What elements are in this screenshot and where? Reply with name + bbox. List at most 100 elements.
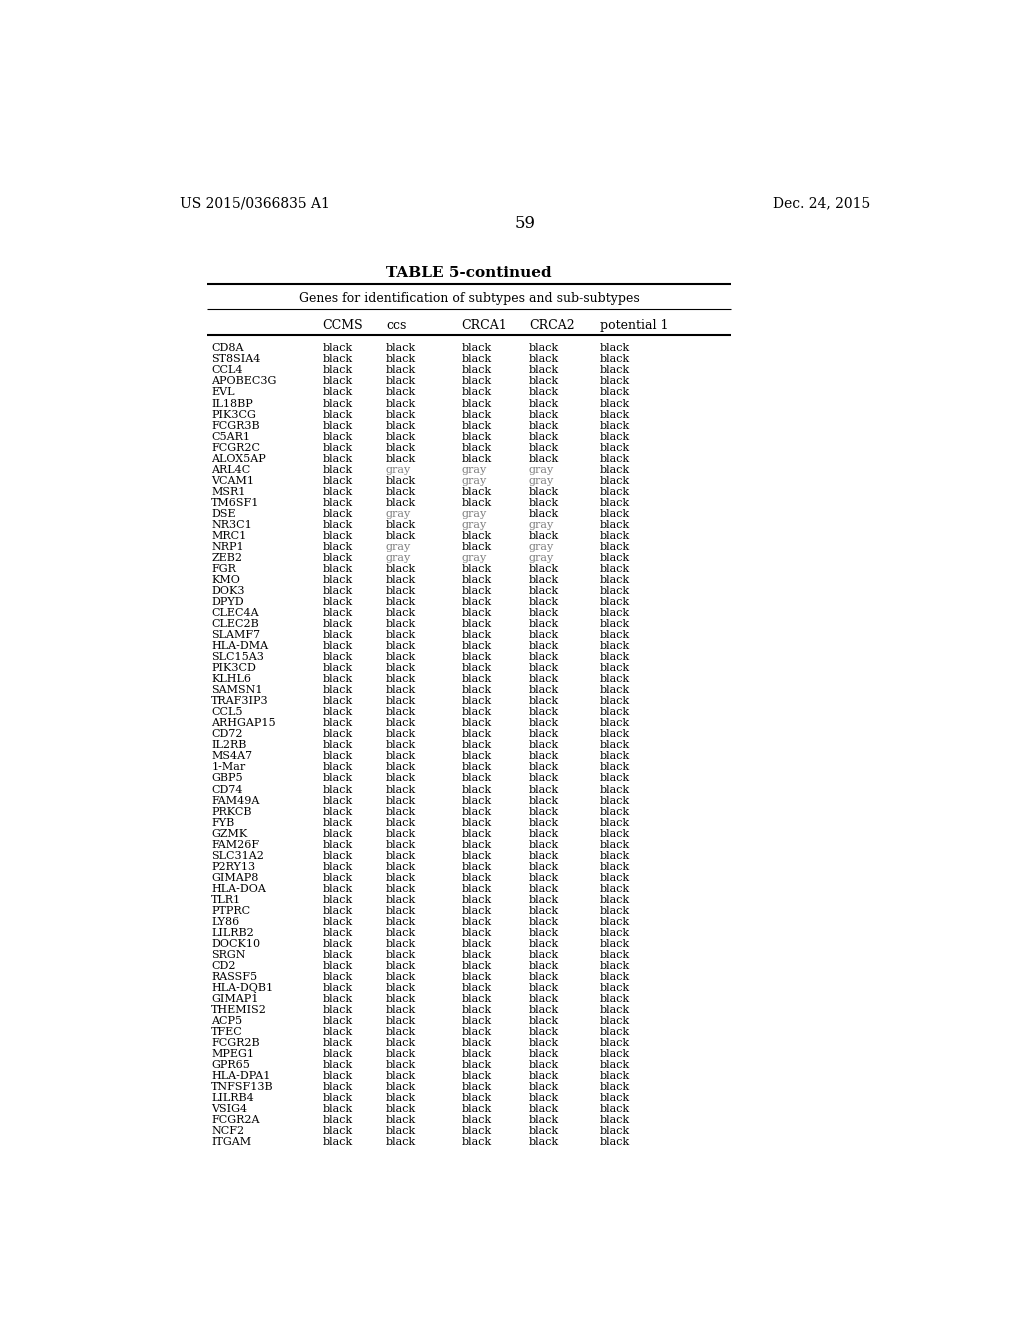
Text: black: black xyxy=(323,1027,352,1038)
Text: black: black xyxy=(323,487,352,496)
Text: black: black xyxy=(461,796,492,805)
Text: black: black xyxy=(528,1027,559,1038)
Text: black: black xyxy=(528,1138,559,1147)
Text: gray: gray xyxy=(528,543,554,552)
Text: black: black xyxy=(461,972,492,982)
Text: black: black xyxy=(323,442,352,453)
Text: black: black xyxy=(386,730,416,739)
Text: FGR: FGR xyxy=(211,564,237,574)
Text: black: black xyxy=(461,619,492,630)
Text: MRC1: MRC1 xyxy=(211,531,247,541)
Text: black: black xyxy=(386,376,416,387)
Text: black: black xyxy=(600,442,631,453)
Text: black: black xyxy=(461,1082,492,1092)
Text: SLAMF7: SLAMF7 xyxy=(211,630,260,640)
Text: CCL4: CCL4 xyxy=(211,366,243,375)
Text: black: black xyxy=(323,409,352,420)
Text: gray: gray xyxy=(461,553,486,562)
Text: black: black xyxy=(461,663,492,673)
Text: black: black xyxy=(461,498,492,508)
Text: black: black xyxy=(461,564,492,574)
Text: gray: gray xyxy=(528,553,554,562)
Text: black: black xyxy=(323,696,352,706)
Text: black: black xyxy=(461,718,492,729)
Text: black: black xyxy=(386,343,416,354)
Text: black: black xyxy=(386,961,416,972)
Text: GZMK: GZMK xyxy=(211,829,248,838)
Text: P2RY13: P2RY13 xyxy=(211,862,255,871)
Text: ST8SIA4: ST8SIA4 xyxy=(211,354,261,364)
Text: KMO: KMO xyxy=(211,576,241,585)
Text: black: black xyxy=(323,774,352,784)
Text: gray: gray xyxy=(528,475,554,486)
Text: black: black xyxy=(323,840,352,850)
Text: black: black xyxy=(386,454,416,463)
Text: black: black xyxy=(386,597,416,607)
Text: black: black xyxy=(528,498,559,508)
Text: black: black xyxy=(528,432,559,442)
Text: black: black xyxy=(386,366,416,375)
Text: black: black xyxy=(323,1105,352,1114)
Text: black: black xyxy=(528,1049,559,1059)
Text: black: black xyxy=(528,609,559,618)
Text: black: black xyxy=(600,354,631,364)
Text: black: black xyxy=(386,1027,416,1038)
Text: DOCK10: DOCK10 xyxy=(211,939,260,949)
Text: black: black xyxy=(461,630,492,640)
Text: black: black xyxy=(600,366,631,375)
Text: black: black xyxy=(528,774,559,784)
Text: black: black xyxy=(323,454,352,463)
Text: ARL4C: ARL4C xyxy=(211,465,251,475)
Text: black: black xyxy=(600,609,631,618)
Text: black: black xyxy=(528,409,559,420)
Text: black: black xyxy=(323,498,352,508)
Text: black: black xyxy=(323,784,352,795)
Text: black: black xyxy=(386,774,416,784)
Text: black: black xyxy=(600,961,631,972)
Text: black: black xyxy=(600,708,631,717)
Text: DSE: DSE xyxy=(211,508,236,519)
Text: black: black xyxy=(386,1138,416,1147)
Text: RASSF5: RASSF5 xyxy=(211,972,257,982)
Text: VCAM1: VCAM1 xyxy=(211,475,254,486)
Text: black: black xyxy=(528,1115,559,1126)
Text: black: black xyxy=(323,807,352,817)
Text: black: black xyxy=(323,741,352,750)
Text: black: black xyxy=(323,432,352,442)
Text: black: black xyxy=(461,388,492,397)
Text: black: black xyxy=(600,1105,631,1114)
Text: CCMS: CCMS xyxy=(323,319,364,333)
Text: black: black xyxy=(600,498,631,508)
Text: gray: gray xyxy=(461,508,486,519)
Text: TNFSF13B: TNFSF13B xyxy=(211,1082,274,1092)
Text: black: black xyxy=(386,520,416,529)
Text: black: black xyxy=(600,1126,631,1137)
Text: PRKCB: PRKCB xyxy=(211,807,252,817)
Text: black: black xyxy=(323,961,352,972)
Text: black: black xyxy=(461,708,492,717)
Text: black: black xyxy=(461,906,492,916)
Text: black: black xyxy=(323,421,352,430)
Text: black: black xyxy=(600,807,631,817)
Text: black: black xyxy=(323,763,352,772)
Text: black: black xyxy=(386,884,416,894)
Text: black: black xyxy=(323,619,352,630)
Text: ACP5: ACP5 xyxy=(211,1016,243,1026)
Text: black: black xyxy=(386,906,416,916)
Text: black: black xyxy=(386,994,416,1005)
Text: black: black xyxy=(323,950,352,960)
Text: black: black xyxy=(528,354,559,364)
Text: black: black xyxy=(528,442,559,453)
Text: black: black xyxy=(323,1072,352,1081)
Text: black: black xyxy=(600,652,631,663)
Text: black: black xyxy=(528,730,559,739)
Text: black: black xyxy=(600,1093,631,1104)
Text: black: black xyxy=(528,708,559,717)
Text: CD72: CD72 xyxy=(211,730,243,739)
Text: black: black xyxy=(323,884,352,894)
Text: FAM26F: FAM26F xyxy=(211,840,259,850)
Text: black: black xyxy=(600,1038,631,1048)
Text: black: black xyxy=(528,663,559,673)
Text: black: black xyxy=(461,1105,492,1114)
Text: PIK3CD: PIK3CD xyxy=(211,663,256,673)
